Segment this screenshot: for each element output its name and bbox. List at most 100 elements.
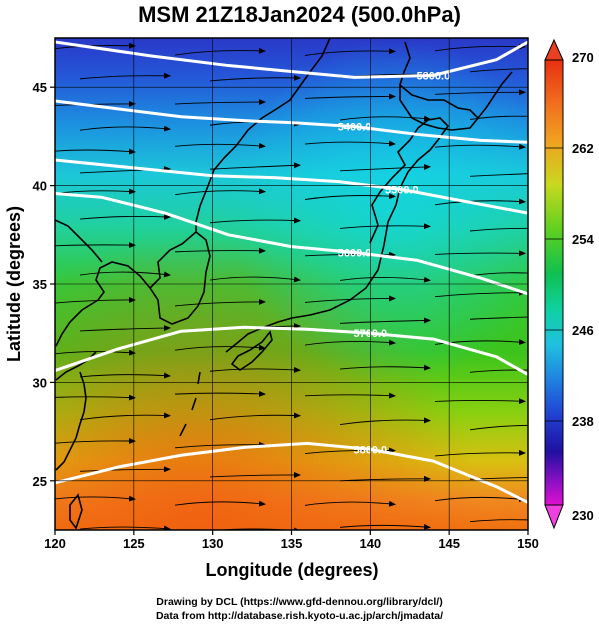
- streamline: [209, 366, 301, 373]
- streamline: [174, 142, 266, 149]
- colorbar-tick-label-254: 254: [572, 232, 594, 247]
- streamline: [469, 272, 528, 277]
- streamline: [79, 466, 171, 473]
- x-axis-title: Longitude (degrees): [205, 560, 378, 580]
- colorbar-top-triangle: [544, 38, 564, 61]
- y-axis-title: Latitude (degrees): [4, 206, 24, 362]
- streamline: [174, 47, 266, 56]
- streamline: [304, 392, 396, 399]
- y-tick-label-45: 45: [33, 80, 47, 95]
- streamline: [469, 316, 528, 320]
- streamline: [55, 495, 136, 502]
- streamline: [79, 325, 171, 332]
- colorbar-tick-label-230: 230: [572, 508, 594, 523]
- streamline: [339, 475, 431, 482]
- contour-label-5300.0: 5300.0: [417, 70, 451, 82]
- streamline: [304, 251, 396, 258]
- streamline: [79, 72, 171, 80]
- streamline: [55, 394, 136, 401]
- streamline: [339, 276, 431, 283]
- streamline: [174, 188, 266, 196]
- streamline: [339, 223, 431, 230]
- streamline: [209, 74, 301, 82]
- streamline: [209, 412, 301, 421]
- streamline: [79, 412, 171, 421]
- streamline: [209, 276, 301, 283]
- x-tick-label-135: 135: [281, 536, 303, 551]
- footer-credit-drawing: Drawing by DCL (https://www.gfd-dennou.o…: [156, 596, 443, 608]
- streamline: [469, 227, 528, 232]
- streamline: [304, 295, 396, 303]
- streamline: [304, 140, 396, 147]
- streamline: [79, 372, 171, 379]
- colorbar-ticks: 270 262 254 246 238 230: [545, 50, 594, 523]
- axis-ticks: 120 125 130 135 140 145 150 25 30 35 40 45: [33, 80, 539, 551]
- streamline: [174, 441, 266, 449]
- streamline: [55, 148, 136, 155]
- y-tick-label-35: 35: [33, 277, 47, 292]
- contour-line-5500.0: [55, 158, 528, 215]
- x-tick-label-150: 150: [517, 536, 539, 551]
- streamline: [215, 527, 301, 530]
- contour-line-5800.0: [55, 441, 528, 504]
- x-tick-label-125: 125: [123, 536, 145, 551]
- wind-streamlines: [55, 42, 528, 530]
- y-tick-label-30: 30: [33, 375, 47, 390]
- streamline: [469, 424, 528, 431]
- contour-line-5700.0: [55, 325, 528, 376]
- y-tick-label-25: 25: [33, 474, 47, 489]
- streamline: [55, 188, 136, 195]
- chart-title: MSM 21Z18Jan2024 (500.0hPa): [138, 2, 461, 27]
- streamline: [304, 447, 396, 454]
- footer-credit-data: Data from http://database.rish.kyoto-u.a…: [155, 610, 444, 622]
- streamline: [209, 162, 301, 170]
- streamline: [174, 390, 266, 397]
- streamline: [304, 93, 396, 100]
- contour-label-5400.0: 5400.0: [338, 122, 372, 134]
- colorbar-tick-label-238: 238: [572, 414, 594, 429]
- streamline: [174, 500, 266, 507]
- streamline: [304, 500, 396, 507]
- streamline: [434, 89, 526, 96]
- x-tick-label-140: 140: [359, 536, 381, 551]
- contour-line-5300.0: [55, 40, 528, 79]
- streamline: [304, 339, 396, 346]
- streamline: [434, 289, 526, 298]
- streamline: [339, 523, 431, 530]
- streamline: [174, 99, 266, 106]
- streamline: [434, 496, 526, 503]
- streamline: [339, 417, 431, 426]
- streamline: [434, 250, 526, 257]
- x-tick-label-130: 130: [202, 536, 224, 551]
- colorbar-tick-label-246: 246: [572, 323, 594, 338]
- streamline: [339, 317, 431, 324]
- colorbar-bottom-triangle: [544, 504, 564, 530]
- streamline: [434, 449, 526, 457]
- colorbar: 270 262 254 246 238 230: [544, 38, 594, 530]
- coastlines: [55, 38, 513, 530]
- streamline: [434, 143, 526, 150]
- streamline: [304, 48, 396, 56]
- streamline: [434, 43, 526, 52]
- streamline: [304, 193, 396, 200]
- streamline: [79, 125, 171, 132]
- colorbar-bar: [544, 59, 564, 506]
- streamline: [469, 519, 528, 523]
- streamline: [55, 349, 136, 356]
- streamline: [55, 438, 136, 445]
- streamline: [434, 398, 526, 405]
- streamline: [209, 471, 301, 478]
- streamline: [339, 164, 431, 172]
- streamline: [79, 525, 171, 530]
- streamline: [469, 369, 528, 373]
- colorbar-tick-label-270: 270: [572, 50, 594, 65]
- colorbar-tick-label-262: 262: [572, 141, 594, 156]
- streamline: [79, 213, 171, 220]
- streamline: [339, 364, 431, 371]
- streamline: [339, 115, 431, 122]
- streamline: [174, 298, 266, 307]
- streamline: [434, 198, 526, 206]
- y-tick-label-40: 40: [33, 179, 47, 194]
